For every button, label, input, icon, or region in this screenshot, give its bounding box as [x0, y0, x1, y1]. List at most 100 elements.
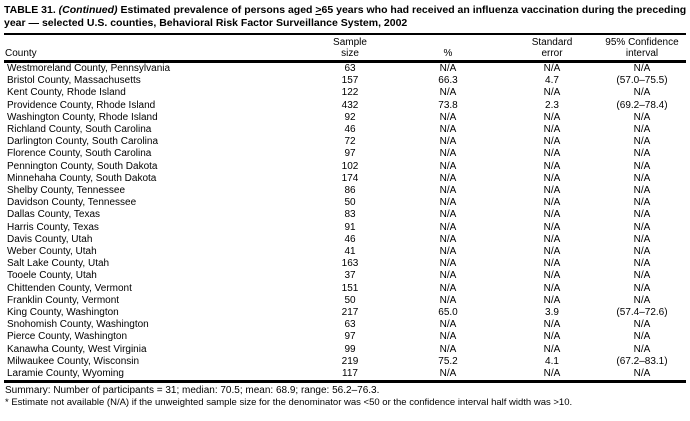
cell-standard-error: N/A [543, 209, 561, 221]
cell-confidence-interval: N/A [633, 221, 651, 233]
cell-percent: N/A [439, 124, 457, 136]
cell-county: Bristol County, Massachusetts [7, 75, 141, 87]
cell-confidence-interval: N/A [633, 148, 651, 160]
cell-standard-error: N/A [543, 343, 561, 355]
cell-standard-error: N/A [543, 294, 561, 306]
cell-standard-error: 4.7 [545, 75, 559, 87]
cell-sample-size: 63 [344, 63, 356, 74]
table-row: Bristol County, Massachusetts 157 66.3 4.7 (… [4, 75, 686, 87]
table-row: Providence County, Rhode Island 432 73.8 2.… [4, 100, 686, 112]
table-row: Westmoreland County, Pennsylvania 63 N/A N/… [4, 62, 686, 76]
cell-county: Tooele County, Utah [7, 270, 97, 282]
cell-county: Salt Lake County, Utah [7, 258, 110, 270]
cell-sample-size: 92 [344, 111, 356, 123]
cell-confidence-interval: N/A [633, 270, 651, 282]
table-row: Shelby County, Tennessee 86 N/A N/A N/A [4, 185, 686, 197]
table-row: Weber County, Utah 41 N/A N/A N/A [4, 246, 686, 258]
cell-standard-error: N/A [543, 136, 561, 148]
table-row: Richland County, South Carolina 46 N/A N/A N… [4, 124, 686, 136]
column-header-county: County [4, 34, 310, 63]
cell-standard-error: N/A [543, 197, 561, 209]
cell-standard-error: N/A [543, 185, 561, 197]
cell-confidence-interval: N/A [633, 124, 651, 136]
cell-county: Dallas County, Texas [7, 209, 101, 221]
cell-sample-size: 151 [341, 282, 359, 294]
cell-percent: 65.0 [438, 307, 458, 319]
cell-standard-error: N/A [543, 160, 561, 172]
cell-confidence-interval: N/A [633, 246, 651, 258]
cell-county: Shelby County, Tennessee [7, 185, 126, 197]
cell-confidence-interval: N/A [598, 368, 686, 384]
cell-county: Westmoreland County, Pennsylvania [7, 63, 171, 74]
cell-sample-size: 37 [344, 270, 356, 282]
cell-percent: N/A [439, 148, 457, 160]
cell-confidence-interval: N/A [633, 136, 651, 148]
table-title: TABLE 31. (Continued) Estimated prevalen… [4, 4, 688, 30]
cell-standard-error: N/A [543, 319, 561, 331]
cell-county: Weber County, Utah [7, 246, 97, 258]
table-row: Laramie County, Wyoming 117 N/A N/A N/A [4, 368, 686, 384]
table-row: Chittenden County, Vermont 151 N/A N/A N/A [4, 283, 686, 295]
cell-percent: N/A [439, 172, 457, 184]
table-row: Darlington County, South Carolina 72 N/A N/… [4, 136, 686, 148]
cell-percent: N/A [439, 221, 457, 233]
cell-percent: N/A [439, 197, 457, 209]
cell-standard-error: N/A [543, 172, 561, 184]
table-row: Pennington County, South Dakota 102 N/A N/A… [4, 161, 686, 173]
cell-sample-size: 41 [344, 246, 356, 258]
cell-standard-error: N/A [543, 246, 561, 258]
table-title-prefix: TABLE 31. [4, 4, 59, 16]
cell-confidence-interval: (57.4–72.6) [616, 307, 668, 319]
cell-percent: N/A [439, 209, 457, 221]
cell-county: Davis County, Utah [7, 233, 93, 245]
cell-confidence-interval: N/A [633, 197, 651, 209]
cell-sample-size: 72 [344, 136, 356, 148]
cell-confidence-interval: N/A [633, 233, 651, 245]
greater-equal-symbol: > [315, 4, 322, 16]
cell-confidence-interval: N/A [633, 111, 651, 123]
cell-county: Pennington County, South Dakota [7, 160, 158, 172]
cell-confidence-interval: (57.0–75.5) [616, 75, 668, 87]
cell-confidence-interval: N/A [633, 331, 651, 343]
cell-standard-error: N/A [543, 63, 561, 74]
cell-sample-size: 46 [344, 124, 356, 136]
cell-sample-size: 102 [341, 160, 359, 172]
column-header-confidence-interval: 95% Confidence interval [598, 34, 686, 63]
cell-county: Florence County, South Carolina [7, 148, 152, 160]
table-row: Snohomish County, Washington 63 N/A N/A N/A [4, 319, 686, 331]
cell-confidence-interval: N/A [633, 209, 651, 221]
cell-confidence-interval: N/A [633, 87, 651, 99]
cell-county: Minnehaha County, South Dakota [7, 172, 157, 184]
cell-sample-size: 97 [344, 331, 356, 343]
cell-percent: N/A [439, 331, 457, 343]
cell-county: Richland County, South Carolina [7, 124, 152, 136]
cell-sample-size: 122 [341, 87, 359, 99]
table-row: Davidson County, Tennessee 50 N/A N/A N/A [4, 197, 686, 209]
cell-sample-size: 117 [310, 368, 390, 384]
prevalence-table: County Sample size % Standard error 95% … [4, 33, 686, 384]
table-row: Florence County, South Carolina 97 N/A N/A N… [4, 148, 686, 160]
cell-county: Milwaukee County, Wisconsin [7, 355, 140, 367]
table-row: Washington County, Rhode Island 92 N/A N/A N… [4, 112, 686, 124]
cell-standard-error: N/A [543, 270, 561, 282]
cell-percent: N/A [390, 368, 506, 384]
cell-county: Franklin County, Vermont [7, 294, 120, 306]
cell-sample-size: 163 [341, 258, 359, 270]
cell-percent: N/A [439, 136, 457, 148]
cell-county: Chittenden County, Vermont [7, 282, 132, 294]
cell-confidence-interval: (69.2–78.4) [616, 99, 668, 111]
cell-standard-error: N/A [543, 111, 561, 123]
table-title-continued: (Continued) [58, 4, 118, 16]
cell-sample-size: 46 [344, 233, 356, 245]
cell-standard-error: N/A [543, 87, 561, 99]
cell-confidence-interval: N/A [633, 63, 651, 74]
cell-sample-size: 50 [344, 294, 356, 306]
table-header: County Sample size % Standard error 95% … [4, 34, 686, 63]
cell-percent: N/A [439, 343, 457, 355]
cell-confidence-interval: N/A [633, 343, 651, 355]
cell-standard-error: N/A [543, 148, 561, 160]
cell-sample-size: 157 [341, 75, 359, 87]
cell-percent: N/A [439, 63, 457, 74]
cell-standard-error: N/A [543, 331, 561, 343]
